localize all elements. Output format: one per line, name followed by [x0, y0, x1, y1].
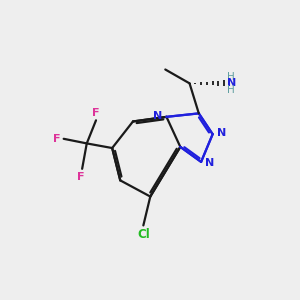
Text: H: H	[227, 72, 235, 82]
Text: F: F	[92, 107, 100, 118]
Text: F: F	[77, 172, 85, 182]
Text: H: H	[227, 85, 235, 95]
Text: N: N	[217, 128, 226, 138]
Text: Cl: Cl	[137, 228, 150, 241]
Text: N: N	[226, 78, 236, 88]
Text: F: F	[53, 134, 61, 144]
Text: N: N	[153, 111, 162, 121]
Text: N: N	[205, 158, 214, 168]
